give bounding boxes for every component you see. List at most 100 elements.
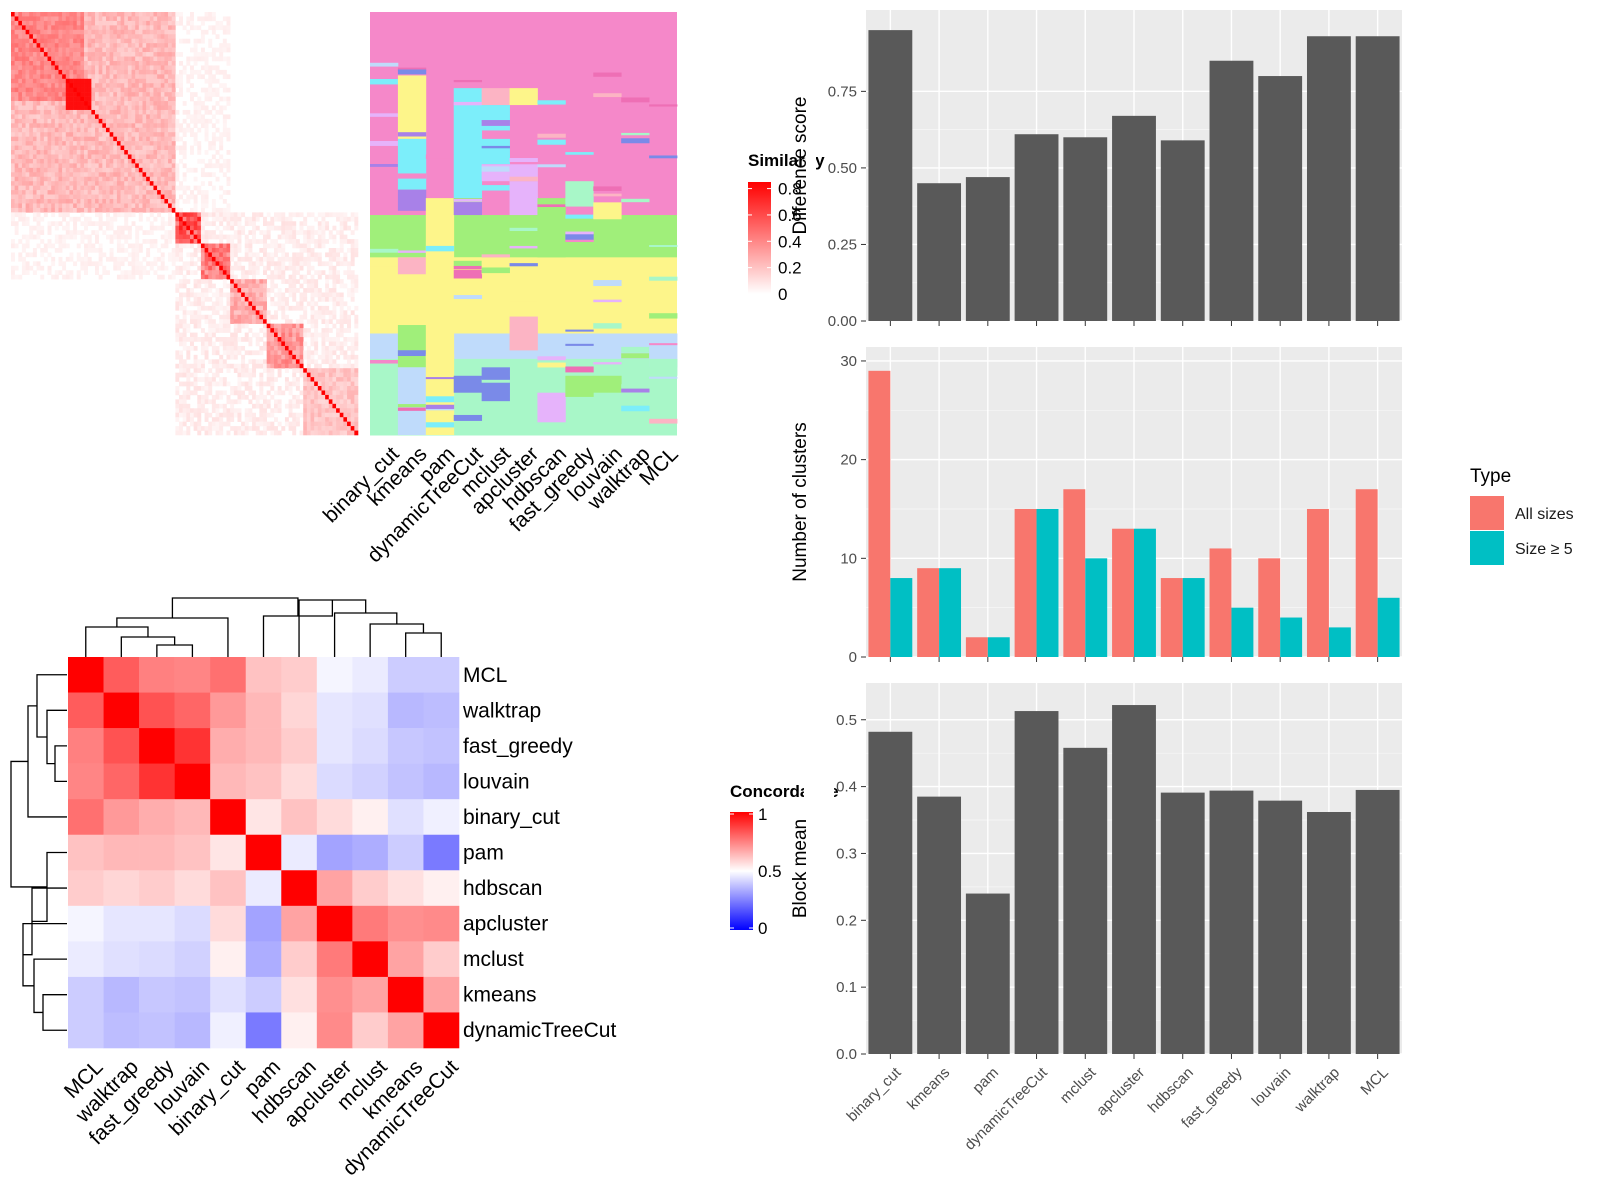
y-axis-label: Difference score [790, 97, 811, 235]
concordance-cell [174, 905, 211, 942]
concordance-cell [316, 763, 353, 800]
similarity-heatmap [11, 12, 359, 436]
concordance-cell [210, 657, 247, 693]
bar-all-sizes [1112, 528, 1134, 657]
bar-all-sizes [1209, 548, 1232, 657]
similarity-legend: Similarity 0 0.2 0.4 0.6 0.8 [748, 151, 825, 304]
concordance-cell [210, 1012, 247, 1049]
concordance-cell [139, 834, 175, 871]
concordance-cell [281, 834, 318, 871]
concordance-cell [352, 870, 389, 907]
concordance-row-label: walktrap [462, 699, 541, 722]
concordance-cell [423, 905, 460, 942]
concordance-cell [139, 905, 175, 942]
concordance-cell [316, 692, 353, 729]
y-tick-label: 0 [849, 649, 857, 666]
concordance-cell [103, 905, 140, 942]
y-tick-label: 0.75 [828, 83, 857, 100]
bar-size-5 [1231, 607, 1254, 657]
concordance-cell [281, 905, 318, 942]
concordance-cell [210, 799, 247, 836]
concordance-cell [316, 657, 353, 693]
y-tick-label: 30 [840, 353, 857, 370]
concordance-cell [210, 763, 247, 800]
concordance-cell [387, 941, 424, 978]
concordance-cell [352, 1012, 389, 1049]
concordance-cell [281, 657, 318, 693]
concordance-cell [68, 692, 104, 729]
concordance-cell [423, 692, 460, 729]
concordance-cell [423, 1012, 460, 1049]
concordance-cell [68, 976, 104, 1013]
concordance-cell [352, 799, 389, 836]
x-tick-label: dynamicTreeCut [961, 1064, 1051, 1154]
concordance-row-label: apcluster [463, 913, 548, 936]
concordance-cell [174, 763, 211, 800]
concordance-cell [423, 941, 460, 978]
concordance-legend-tick: 1 [758, 805, 767, 824]
bar [1014, 711, 1059, 1054]
concordance-cell [245, 834, 282, 871]
concordance-cell [281, 692, 318, 729]
concordance-cell [316, 1012, 353, 1049]
x-tick-label: MCL [1357, 1064, 1391, 1098]
concordance-dendrogram-left [10, 674, 67, 1031]
y-tick-label: 0.00 [828, 313, 857, 330]
bar [917, 796, 962, 1054]
y-tick-label: 10 [840, 550, 857, 567]
concordance-cell [68, 763, 104, 800]
concordance-cell [174, 976, 211, 1013]
concordance-cell [210, 870, 247, 907]
concordance-row-label: binary_cut [463, 806, 560, 829]
concordance-heatmap [68, 657, 460, 1049]
bar-size-5 [1182, 578, 1205, 657]
bar [1209, 60, 1254, 322]
concordance-cell [139, 1012, 175, 1049]
x-tick-label: walktrap [1291, 1064, 1343, 1116]
similarity-legend-bar [748, 182, 771, 294]
bar-size-5 [1328, 627, 1351, 657]
x-tick-label: mclust [1057, 1064, 1100, 1107]
bar [1258, 800, 1303, 1054]
bar [1014, 134, 1059, 321]
concordance-cell [103, 728, 140, 764]
bar-all-sizes [868, 370, 891, 657]
bar [965, 893, 1010, 1054]
concordance-cell [103, 870, 140, 907]
legend-label-all-sizes: All sizes [1515, 506, 1574, 523]
concordance-cell [387, 657, 424, 693]
bar-all-sizes [1160, 578, 1183, 657]
similarity-legend-tick: 0.8 [778, 180, 802, 199]
concordance-cell [139, 799, 175, 836]
concordance-cell [316, 834, 353, 871]
concordance-row-label: MCL [463, 664, 507, 687]
bar-all-sizes [1258, 558, 1281, 657]
concordance-cell [316, 941, 353, 978]
concordance-cell [68, 870, 104, 907]
concordance-row-label: hdbscan [463, 877, 542, 900]
bar [917, 183, 962, 321]
concordance-cell [281, 870, 318, 907]
legend-label-size5: Size ≥ 5 [1515, 541, 1573, 558]
concordance-cell [174, 870, 211, 907]
concordance-cell [316, 799, 353, 836]
x-tick-label: apcluster [1093, 1064, 1148, 1119]
difference-score-chart: 0.00 0.25 0.50 0.75 Difference score [790, 10, 1402, 330]
bar-size-5 [1036, 508, 1059, 657]
concordance-cell [68, 728, 104, 764]
bar [965, 177, 1010, 321]
concordance-cell [423, 799, 460, 836]
concordance-cell [245, 763, 282, 800]
concordance-cell [139, 657, 175, 693]
concordance-cell [103, 799, 140, 836]
y-tick-label: 0.4 [836, 779, 857, 796]
bar [1112, 115, 1156, 321]
concordance-cell [352, 728, 389, 764]
concordance-cell [281, 976, 318, 1013]
bar [1209, 790, 1254, 1054]
concordance-cell [316, 728, 353, 764]
concordance-row-label: louvain [463, 770, 530, 793]
concordance-cell [103, 657, 140, 693]
similarity-legend-tick: 0.6 [778, 206, 802, 225]
